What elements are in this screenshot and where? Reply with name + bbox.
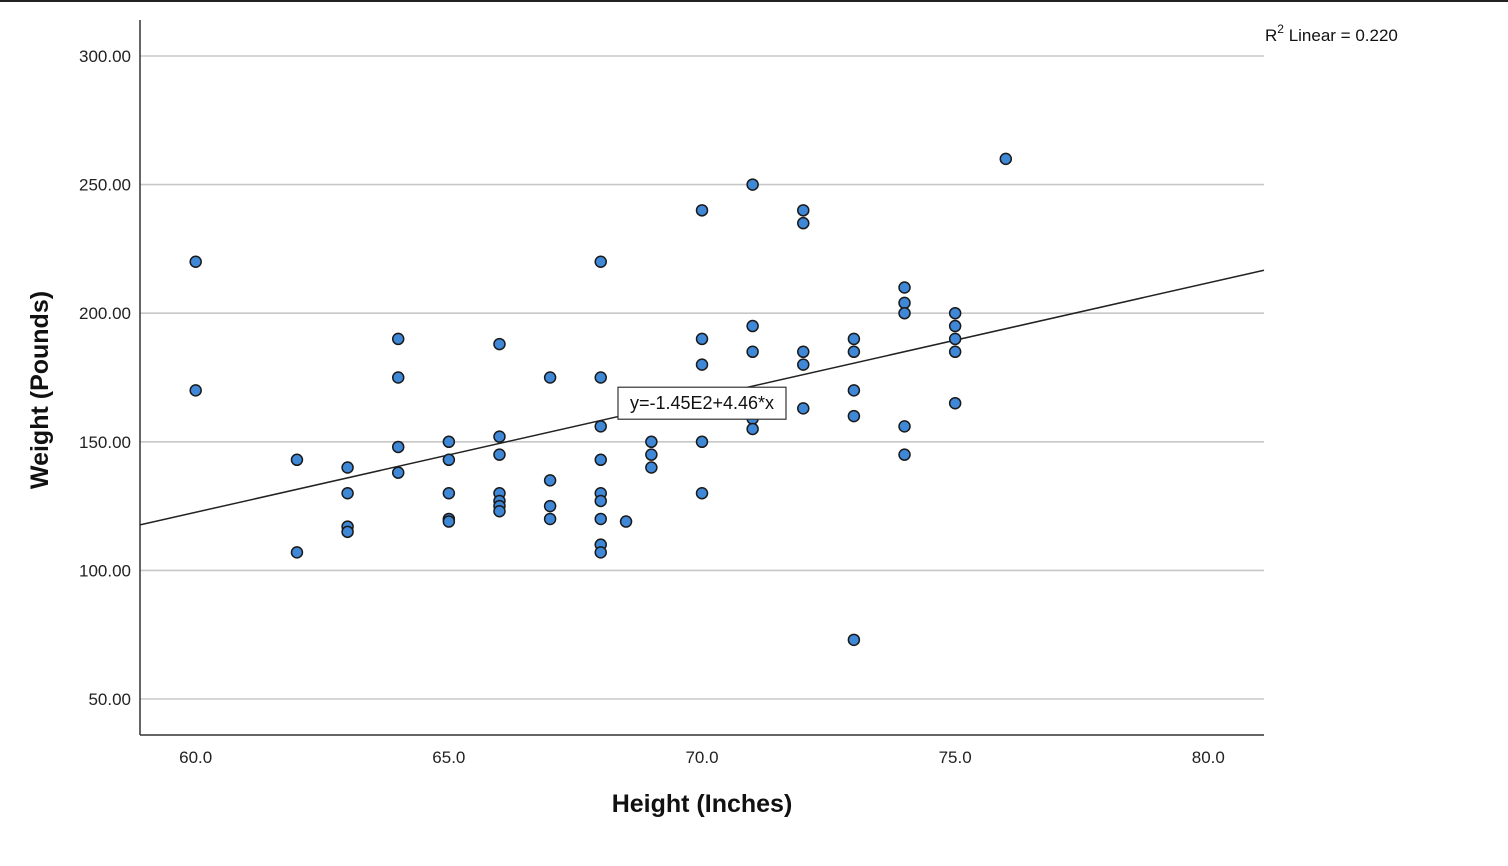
scatter-point bbox=[847, 384, 861, 397]
scatter-point bbox=[189, 384, 202, 397]
r2-label: R2 Linear = 0.220 bbox=[1265, 22, 1398, 45]
scatter-point bbox=[619, 515, 633, 528]
scatter-point bbox=[746, 345, 759, 359]
scatter-point bbox=[543, 512, 557, 526]
scatter-point bbox=[948, 396, 962, 410]
scatter-point bbox=[442, 435, 456, 449]
scatter-point bbox=[594, 420, 607, 433]
equation-box bbox=[617, 386, 787, 420]
scatter-point bbox=[594, 494, 607, 508]
scatter-point bbox=[341, 461, 354, 474]
x-tick-label: 80.0 bbox=[1192, 748, 1225, 767]
equation-label: y=-1.45E2+4.46*x bbox=[630, 393, 774, 413]
gridlines bbox=[140, 55, 1264, 700]
scatter-point bbox=[948, 332, 962, 346]
y-tick-label: 50.00 bbox=[88, 690, 131, 709]
scatter-point bbox=[797, 402, 810, 415]
scatter-point bbox=[442, 515, 456, 528]
scatter-point bbox=[594, 453, 607, 467]
x-tick-label: 75.0 bbox=[939, 748, 972, 767]
scatter-point bbox=[695, 435, 709, 449]
scatter-point bbox=[391, 332, 405, 346]
y-tick-label: 300.00 bbox=[79, 47, 131, 66]
scatter-point bbox=[391, 371, 405, 384]
scatter-point bbox=[898, 296, 911, 310]
scatter-point bbox=[594, 371, 607, 384]
scatter-point bbox=[746, 178, 759, 191]
scatter-point bbox=[797, 216, 810, 230]
scatter-point bbox=[898, 281, 911, 294]
x-tick-label: 60.0 bbox=[179, 748, 212, 767]
scatter-point bbox=[898, 306, 911, 320]
x-tick-label: 65.0 bbox=[432, 748, 465, 767]
scatter-point bbox=[948, 345, 962, 359]
y-axis-title: Weight (Pounds) bbox=[26, 291, 54, 489]
scatter-point bbox=[797, 204, 810, 217]
scatter-point bbox=[847, 409, 861, 423]
scatter-point bbox=[493, 448, 506, 461]
scatter-point bbox=[543, 499, 557, 513]
scatter-point bbox=[594, 512, 607, 526]
scatter-point bbox=[695, 204, 709, 217]
scatter-point bbox=[948, 319, 962, 333]
scatter-point bbox=[746, 319, 759, 333]
scatter-point bbox=[290, 546, 304, 559]
x-axis-title: Height (Inches) bbox=[612, 790, 793, 818]
scatter-point bbox=[543, 371, 557, 384]
r2-value: Linear = 0.220 bbox=[1284, 26, 1398, 45]
scatter-point bbox=[898, 420, 911, 433]
r2-prefix: R bbox=[1265, 26, 1277, 45]
scatter-point bbox=[442, 486, 456, 500]
scatter-point bbox=[898, 448, 911, 461]
r2-superscript: 2 bbox=[1277, 22, 1284, 36]
scatter-point bbox=[493, 430, 506, 443]
scatter-point bbox=[797, 345, 810, 359]
scatter-point bbox=[442, 453, 456, 467]
scatter-point bbox=[797, 358, 810, 371]
x-tick-label: 70.0 bbox=[685, 748, 718, 767]
scatter-point bbox=[948, 306, 962, 320]
labels: Height (Inches) Weight (Pounds) R2 Linea… bbox=[26, 22, 1398, 818]
y-tick-label: 200.00 bbox=[79, 304, 131, 323]
data-points bbox=[189, 152, 1013, 647]
scatter-point bbox=[645, 448, 658, 461]
scatter-point bbox=[543, 474, 557, 487]
scatter-point bbox=[594, 255, 607, 269]
scatter-point bbox=[391, 466, 405, 479]
scatter-point bbox=[341, 525, 354, 539]
y-tick-label: 250.00 bbox=[79, 176, 131, 195]
scatter-point bbox=[847, 633, 861, 647]
axes: 50.00 100.00 150.00 200.00 250.00 300.00 60.0 6… bbox=[79, 20, 1264, 767]
scatter-point bbox=[695, 486, 709, 500]
scatter-point bbox=[645, 435, 658, 449]
scatter-point bbox=[999, 152, 1013, 166]
scatter-point bbox=[746, 422, 759, 436]
scatter-point bbox=[695, 332, 709, 346]
scatter-point bbox=[290, 453, 304, 467]
y-tick-label: 100.00 bbox=[79, 561, 131, 580]
scatter-point bbox=[847, 345, 861, 359]
scatter-point bbox=[493, 337, 506, 351]
scatter-point bbox=[341, 486, 354, 500]
scatter-point bbox=[847, 332, 861, 346]
scatter-point bbox=[645, 461, 658, 474]
scatter-point bbox=[189, 255, 202, 269]
scatter-point bbox=[594, 546, 607, 559]
scatter-point bbox=[493, 504, 506, 518]
equation-layer: y=-1.45E2+4.46*x bbox=[617, 386, 787, 420]
scatter-point bbox=[391, 440, 405, 454]
scatter-point bbox=[695, 358, 709, 371]
y-tick-label: 150.00 bbox=[79, 433, 131, 452]
